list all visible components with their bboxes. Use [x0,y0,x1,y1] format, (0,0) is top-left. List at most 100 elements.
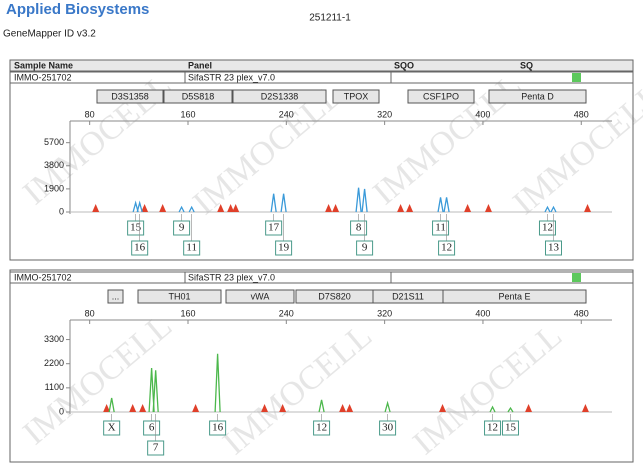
y-tick-label: 1100 [45,382,64,392]
size-standard [439,404,447,412]
panel-frame [9,269,634,463]
size-standard [397,204,405,212]
marker-box [225,289,295,304]
marker-name: D5S818 [182,91,215,101]
sample-name: IMMO-251702 [14,272,72,282]
allele-label: 11 [186,242,197,254]
size-standard [217,204,225,212]
allele-label: 12 [542,222,553,234]
column-header: Panel [188,60,212,70]
allele-box [432,220,450,236]
allele-label: 16 [212,422,224,434]
peak [178,205,185,213]
size-standard [339,404,347,412]
status-indicator [572,73,581,82]
peak [132,200,139,213]
peak [437,197,444,213]
peak [489,405,496,413]
x-tick-label: 240 [279,109,294,119]
marker-name: TPOX [344,91,369,101]
x-tick-label: 240 [279,308,294,318]
marker-box [107,289,124,304]
marker-name: vWA [251,291,270,301]
x-tick-label: 320 [377,109,392,119]
allele-box [379,420,397,436]
allele-box [209,420,227,436]
peak [507,406,514,413]
sample-row [9,71,634,84]
run-id: 251211-1 [309,13,351,24]
size-standard [139,404,147,412]
allele-label: X [108,422,116,434]
allele-box [147,440,165,456]
allele-label: 7 [153,442,159,454]
panel-name: SifaSTR 23 plex_v7.0 [188,72,275,82]
peak [550,205,557,213]
marker-box [488,89,587,104]
peak [318,399,325,413]
allele-box [183,240,201,256]
allele-label: 15 [130,222,142,234]
peak [136,200,143,213]
size-standard [581,404,589,412]
watermark: IMMOCELL [366,67,529,212]
peak [270,193,277,213]
x-tick-label: 320 [377,308,392,318]
marker-box [163,89,233,104]
allele-box [538,220,556,236]
x-tick-label: 480 [574,109,589,119]
x-tick-label: 400 [475,308,490,318]
marker-box [407,89,475,104]
allele-label: 13 [548,242,560,254]
marker-name: D21S11 [392,291,424,301]
allele-box [131,240,149,256]
marker-name: D7S820 [318,291,351,301]
peak [443,197,450,213]
peak [188,205,195,213]
peak [280,193,287,213]
allele-label: 9 [362,242,368,254]
table-header [9,59,634,72]
y-tick-label: 3800 [44,160,64,170]
allele-box [173,220,191,236]
marker-box [442,289,587,304]
marker-box [332,89,380,104]
peak [214,353,221,413]
allele-label: 12 [316,422,327,434]
marker-name: Penta E [498,291,530,301]
allele-label: 12 [487,422,498,434]
size-standard [525,404,533,412]
allele-box [438,240,456,256]
panel-name: SifaSTR 23 plex_v7.0 [188,272,275,282]
peak [384,400,391,413]
marker-name: CSF1PO [423,91,459,101]
allele-box [544,240,562,256]
allele-label: 16 [134,242,146,254]
size-standard [141,204,149,212]
x-tick-label: 480 [574,308,589,318]
allele-box [350,220,368,236]
marker-box [137,289,222,304]
marker-box [96,89,164,104]
allele-box [501,420,519,436]
size-standard [325,204,333,212]
column-header: Sample Name [14,60,73,70]
y-tick-label: 1900 [44,183,64,193]
allele-label: 17 [268,222,280,234]
marker-box [232,89,327,104]
allele-label: 9 [179,222,185,234]
software: GeneMapper ID v3.2 [3,29,96,40]
size-standard [484,204,492,212]
allele-box [275,240,293,256]
x-tick-label: 80 [85,308,95,318]
allele-box [356,240,374,256]
size-standard [129,404,137,412]
allele-label: 30 [382,422,394,434]
allele-box [103,420,121,436]
size-standard [346,404,354,412]
size-standard [227,204,235,212]
peak [152,370,159,413]
size-standard [92,204,100,212]
watermark: IMMOCELL [216,317,379,462]
